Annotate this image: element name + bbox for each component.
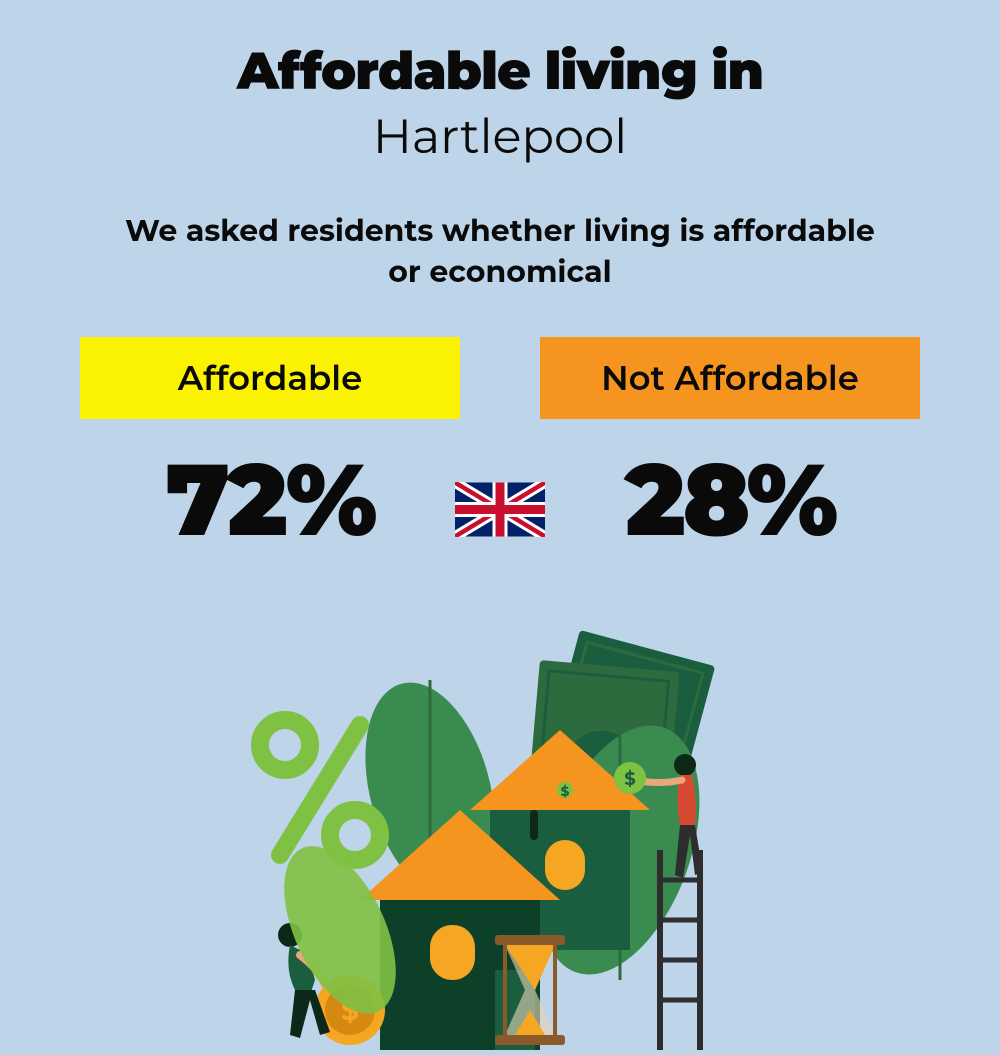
affordable-percentage: 72% bbox=[166, 439, 375, 561]
subtitle-text: We asked residents whether living is aff… bbox=[60, 211, 940, 292]
uk-flag-icon bbox=[455, 482, 545, 537]
not-affordable-percentage: 28% bbox=[625, 439, 835, 561]
svg-text:$: $ bbox=[561, 782, 570, 800]
results-row: Affordable 72% Not Affordable 28% bbox=[60, 337, 940, 561]
affordable-column: Affordable 72% bbox=[80, 337, 460, 561]
infographic-container: Affordable living in Hartlepool We asked… bbox=[0, 0, 1000, 591]
hourglass-icon bbox=[495, 935, 565, 1045]
title-line-2: Hartlepool bbox=[60, 108, 940, 166]
not-affordable-column: Not Affordable 28% bbox=[540, 337, 920, 561]
affordable-label: Affordable bbox=[80, 337, 460, 419]
not-affordable-label: Not Affordable bbox=[540, 337, 920, 419]
percent-icon bbox=[260, 720, 380, 860]
title-line-1: Affordable living in bbox=[60, 40, 940, 103]
svg-text:$: $ bbox=[624, 768, 635, 790]
housing-illustration: $ $ bbox=[200, 600, 800, 1050]
